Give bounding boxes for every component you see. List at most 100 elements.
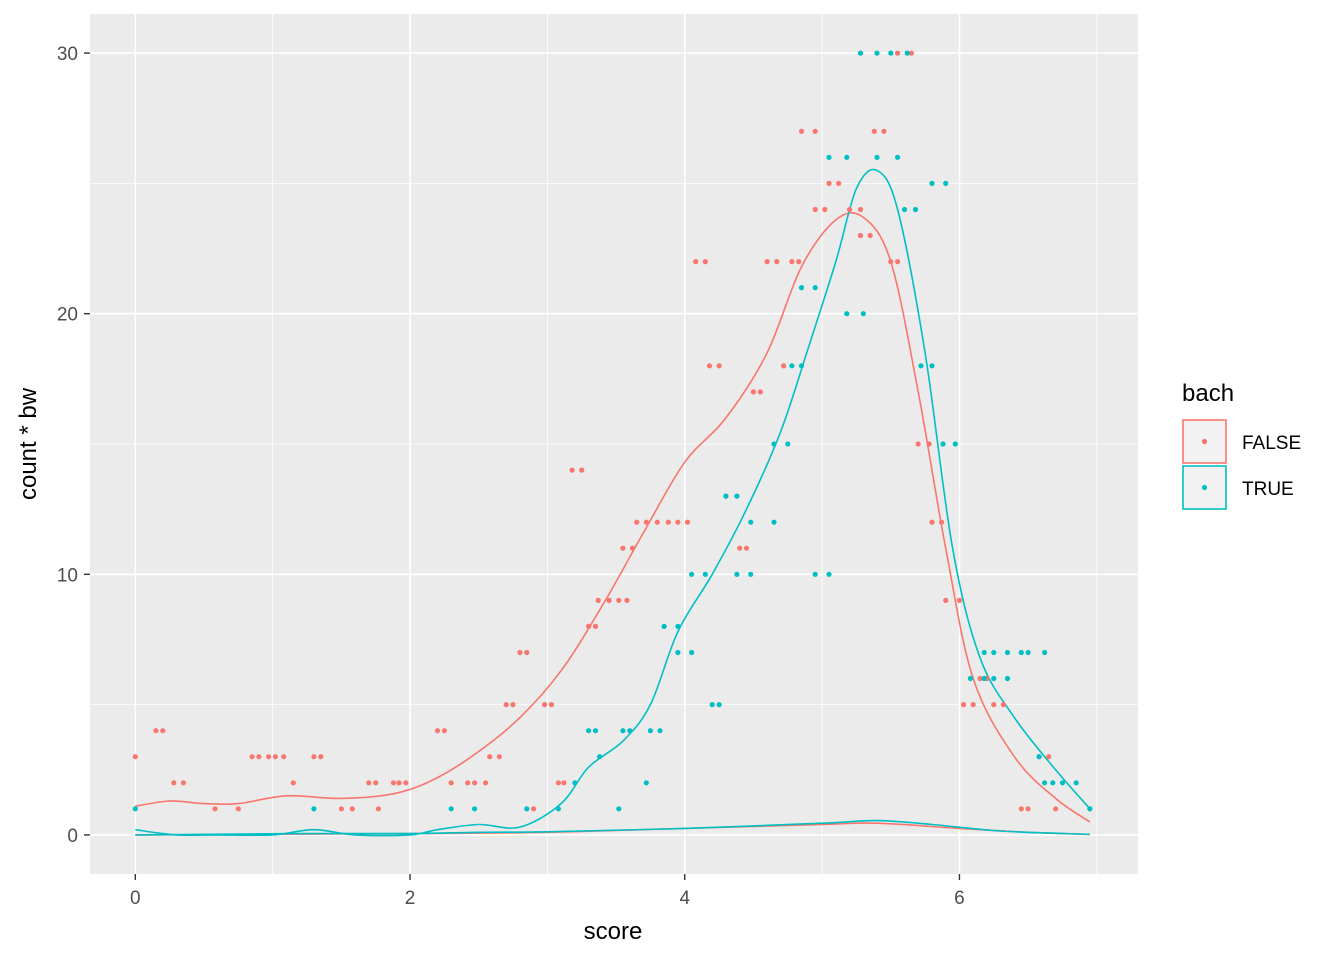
x-tick-label: 6 — [954, 888, 965, 909]
point-false — [991, 702, 997, 708]
point-false — [624, 597, 630, 604]
point-false — [961, 702, 967, 708]
point-false — [132, 754, 138, 760]
point-false — [1018, 806, 1024, 812]
point-false — [561, 780, 567, 786]
point-false — [542, 702, 548, 708]
x-tick-label: 0 — [130, 888, 141, 909]
point-false — [895, 50, 901, 56]
point-true — [874, 50, 880, 56]
point-false — [311, 754, 317, 760]
point-true — [748, 571, 754, 577]
point-false — [764, 259, 770, 265]
point-false — [881, 128, 887, 134]
y-tick-label: 0 — [67, 826, 78, 847]
point-true — [1018, 649, 1024, 656]
legend: bach FALSE TRUE — [1182, 380, 1301, 510]
point-false — [857, 232, 864, 239]
point-true — [734, 493, 740, 499]
point-true — [657, 728, 663, 734]
point-true — [967, 675, 974, 682]
point-true — [912, 206, 919, 213]
point-false — [555, 780, 562, 786]
point-true — [1087, 806, 1093, 812]
point-false — [338, 806, 344, 812]
legend-key-true — [1182, 465, 1227, 510]
point-true — [620, 728, 626, 734]
point-false — [789, 259, 795, 265]
point-false — [943, 597, 949, 604]
point-false — [1000, 702, 1007, 708]
point-true — [689, 649, 695, 656]
point-false — [579, 467, 585, 473]
point-true — [723, 493, 729, 499]
point-true — [597, 754, 603, 760]
point-false — [812, 206, 818, 213]
y-tick-label: 10 — [57, 565, 78, 586]
point-false — [434, 728, 441, 734]
point-true — [812, 571, 818, 577]
point-false — [956, 597, 963, 604]
point-false — [465, 780, 471, 786]
point-true — [952, 441, 958, 447]
point-true — [904, 50, 910, 56]
point-false — [926, 441, 932, 447]
point-false — [867, 232, 873, 239]
point-false — [643, 519, 649, 525]
point-true — [1004, 649, 1011, 656]
point-true — [929, 180, 935, 186]
legend-key-dot-true — [1201, 484, 1208, 491]
point-false — [487, 754, 493, 760]
point-true — [1059, 780, 1066, 786]
point-true — [627, 728, 633, 734]
legend-key-dot-false — [1201, 438, 1208, 445]
point-false — [318, 754, 324, 760]
point-true — [1025, 649, 1031, 656]
point-false — [396, 780, 402, 786]
point-true — [748, 519, 754, 525]
point-true — [901, 206, 908, 213]
point-false — [629, 545, 636, 551]
point-false — [249, 754, 255, 760]
point-true — [844, 154, 850, 160]
point-true — [981, 675, 987, 682]
point-false — [448, 780, 454, 786]
point-false — [390, 780, 397, 786]
point-false — [153, 728, 159, 734]
point-false — [822, 206, 828, 213]
point-false — [812, 128, 818, 134]
count-curve-true — [135, 168, 1091, 837]
point-true — [798, 363, 805, 369]
point-false — [798, 128, 805, 134]
point-false — [702, 259, 708, 265]
point-true — [929, 363, 935, 369]
point-false — [171, 780, 177, 786]
point-true — [702, 571, 708, 577]
y-axis-title: count * bw — [15, 387, 42, 500]
point-true — [311, 806, 317, 812]
point-false — [531, 806, 537, 812]
x-tick-label: 4 — [679, 888, 690, 909]
point-false — [693, 259, 699, 265]
point-false — [871, 128, 877, 134]
point-false — [684, 519, 691, 525]
point-false — [915, 441, 921, 447]
point-false — [586, 623, 592, 630]
point-false — [349, 806, 355, 812]
point-true — [1004, 675, 1011, 682]
point-false — [373, 780, 379, 786]
point-true — [1073, 780, 1079, 786]
point-false — [212, 806, 218, 812]
point-false — [857, 206, 864, 213]
point-true — [826, 154, 832, 160]
point-false — [774, 259, 780, 265]
point-true — [1042, 780, 1048, 786]
density-curves — [135, 168, 1091, 837]
point-false — [517, 649, 523, 656]
point-false — [266, 754, 272, 760]
point-true — [1042, 649, 1048, 656]
point-true — [771, 441, 777, 447]
point-false — [929, 519, 935, 525]
point-false — [403, 780, 409, 786]
